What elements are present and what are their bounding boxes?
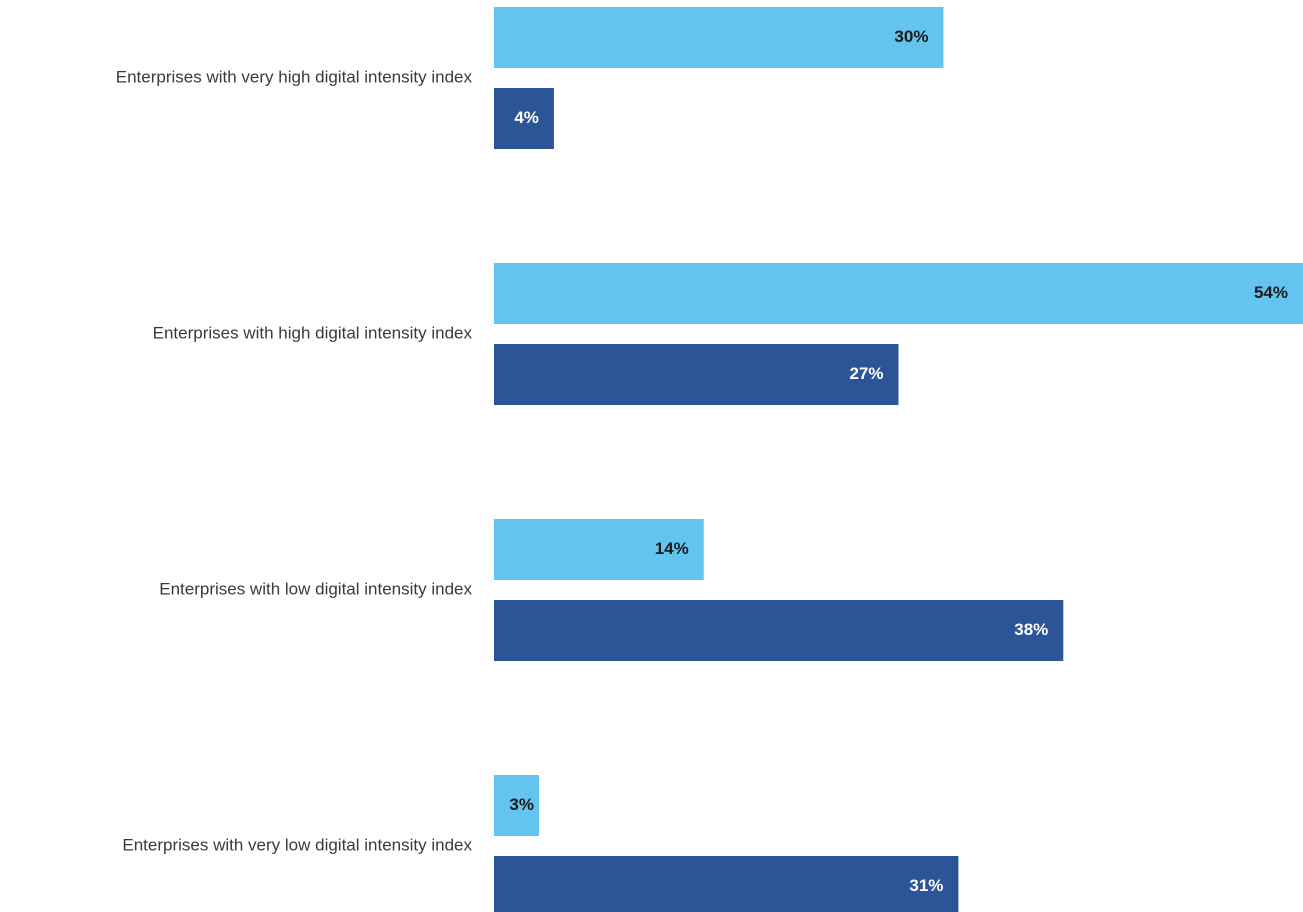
bar-value-label: 54% bbox=[1254, 283, 1288, 302]
bar bbox=[494, 344, 899, 405]
bar-value-label: 27% bbox=[849, 364, 883, 383]
bar-value-label: 38% bbox=[1014, 620, 1048, 639]
bar bbox=[494, 7, 944, 68]
bars bbox=[494, 7, 1303, 912]
category-label: Enterprises with very high digital inten… bbox=[116, 67, 473, 86]
bar-value-label: 14% bbox=[655, 539, 689, 558]
category-labels: Enterprises with very high digital inten… bbox=[116, 67, 473, 854]
bar bbox=[494, 600, 1064, 661]
bar bbox=[494, 263, 1303, 324]
bar bbox=[494, 775, 539, 836]
bar bbox=[494, 519, 704, 580]
category-label: Enterprises with high digital intensity … bbox=[153, 323, 473, 342]
category-label: Enterprises with very low digital intens… bbox=[122, 835, 472, 854]
bar-value-label: 31% bbox=[909, 876, 943, 895]
category-label: Enterprises with low digital intensity i… bbox=[159, 579, 472, 598]
bar-value-label: 30% bbox=[894, 27, 928, 46]
bar-value-label: 3% bbox=[509, 795, 534, 814]
bar-value-labels: 30% 4% 54% 27% 14% 38% 3% 31% bbox=[509, 27, 1288, 895]
bar bbox=[494, 88, 554, 149]
bar-value-label: 4% bbox=[514, 108, 539, 127]
bar bbox=[494, 856, 959, 912]
